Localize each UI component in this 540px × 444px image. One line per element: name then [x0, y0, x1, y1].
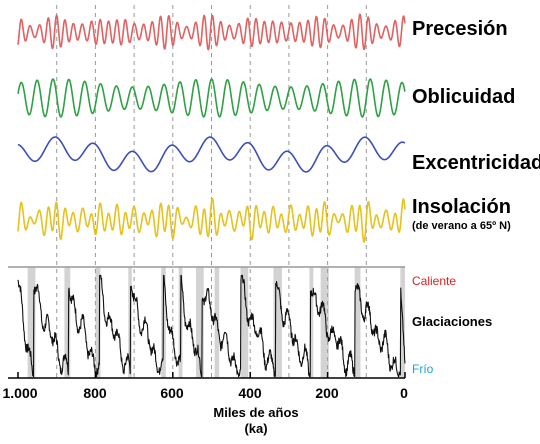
series-label-glaciaciones: Glaciaciones: [412, 314, 493, 329]
series-line-glaciaciones: [17, 274, 406, 378]
interglacial-band: [27, 267, 36, 378]
series-line-2: [17, 78, 406, 118]
series-group: [17, 13, 406, 378]
legend-warm: Caliente: [412, 274, 457, 288]
interglacial-band: [196, 267, 204, 378]
interglacial-band: [95, 267, 101, 378]
series-line-3: [17, 136, 406, 173]
series-label-excentricidad: Excentricidad: [412, 152, 540, 174]
legend-cold: Frío: [412, 362, 434, 376]
interglacial-band: [309, 267, 314, 378]
series-sublabel-insolacion: (de verano a 65º N): [412, 220, 511, 232]
series-line-4: [17, 197, 406, 243]
interglacial-band: [320, 267, 329, 378]
interglacial-band: [240, 267, 249, 378]
gridlines: [56, 5, 367, 378]
series-label-oblicuidad: Oblicuidad: [412, 86, 516, 108]
x-ticks: [17, 372, 406, 378]
x-axis-title: Miles de años (ka): [213, 405, 299, 436]
x-tick-label: 0: [400, 385, 408, 401]
series-label-insolacion: Insolación: [412, 196, 511, 218]
interglacial-band: [354, 267, 361, 378]
x-tick-label: 1.000: [2, 385, 38, 401]
interglacial-band: [214, 267, 220, 378]
series-label-precesion: Precesión: [412, 18, 508, 40]
x-tick-label: 200: [315, 385, 339, 401]
interglacial-band: [64, 267, 71, 378]
series-line-1: [17, 13, 406, 51]
x-tick-label: 600: [160, 385, 184, 401]
x-tick-label: 800: [83, 385, 107, 401]
x-tick-label: 400: [238, 385, 262, 401]
interglacial-band: [273, 267, 282, 378]
